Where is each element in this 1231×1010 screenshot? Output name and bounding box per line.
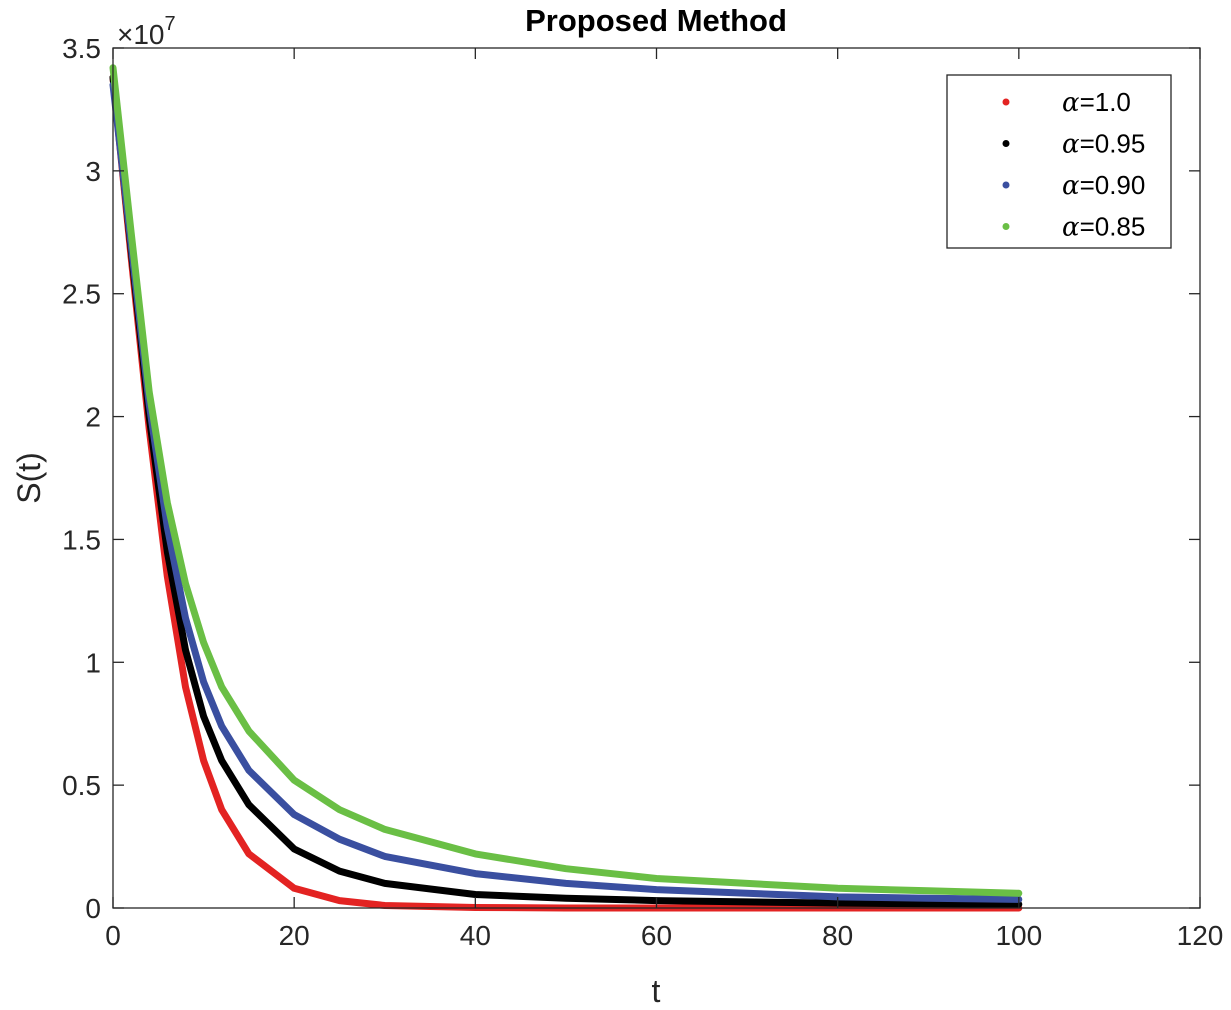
x-axis-label: t bbox=[652, 973, 661, 1009]
legend-alpha-value: =0.85 bbox=[1080, 212, 1146, 242]
y-tick-label: 2.5 bbox=[62, 279, 101, 310]
legend-alpha-value: =1.0 bbox=[1080, 87, 1131, 117]
y-axis-multiplier-exponent: 7 bbox=[165, 13, 176, 35]
legend-alpha-symbol: α bbox=[1062, 88, 1080, 118]
x-tick-label: 80 bbox=[822, 920, 853, 951]
legend-alpha-value: =0.95 bbox=[1080, 129, 1146, 159]
legend-box bbox=[946, 74, 1172, 249]
x-tick-label: 100 bbox=[995, 920, 1042, 951]
y-tick-label: 3.5 bbox=[62, 33, 101, 64]
legend-marker-1 bbox=[1002, 98, 1010, 106]
legend-label-2: α=0.95 bbox=[1062, 129, 1145, 160]
legend-marker-3 bbox=[1002, 181, 1010, 189]
legend-marker-4 bbox=[1002, 223, 1010, 230]
y-tick-label: 1 bbox=[85, 647, 101, 678]
x-tick-label: 0 bbox=[105, 920, 121, 951]
x-tick-label: 120 bbox=[1177, 920, 1224, 951]
legend-label-3: α=0.90 bbox=[1062, 170, 1145, 201]
legend-alpha-value: =0.90 bbox=[1080, 170, 1146, 200]
legend-marker-2 bbox=[1002, 140, 1010, 147]
y-tick-label: 2 bbox=[85, 402, 101, 433]
y-tick-label: 0.5 bbox=[62, 770, 101, 801]
x-tick-label: 60 bbox=[641, 920, 672, 951]
y-tick-label: 0 bbox=[85, 893, 101, 924]
x-tick-label: 40 bbox=[460, 920, 491, 951]
legend-alpha-symbol: α bbox=[1062, 213, 1080, 243]
legend-label-1: α=1.0 bbox=[1062, 87, 1131, 118]
x-tick-label: 20 bbox=[279, 920, 310, 951]
series-line-3 bbox=[109, 81, 1023, 903]
y-axis-multiplier: ×107 bbox=[117, 13, 176, 50]
y-axis-multiplier-base: ×10 bbox=[117, 19, 165, 50]
y-tick-label: 1.5 bbox=[62, 524, 101, 555]
series-line-4 bbox=[109, 64, 1023, 897]
legend-label-4: α=0.85 bbox=[1062, 212, 1145, 243]
chart-title: Proposed Method bbox=[525, 3, 787, 38]
legend-alpha-symbol: α bbox=[1062, 130, 1080, 160]
legend: α=1.0α=0.95α=0.90α=0.85 bbox=[946, 74, 1172, 249]
legend-alpha-symbol: α bbox=[1062, 171, 1080, 201]
x-axis-ticks: 0 20 40 60 80 100 120 bbox=[105, 48, 1223, 951]
y-axis-ticks: 0 0.5 1 1.5 2 2.5 3 3.5 bbox=[62, 33, 1200, 924]
y-tick-label: 3 bbox=[85, 156, 101, 187]
y-axis-label: S(t) bbox=[11, 452, 47, 504]
